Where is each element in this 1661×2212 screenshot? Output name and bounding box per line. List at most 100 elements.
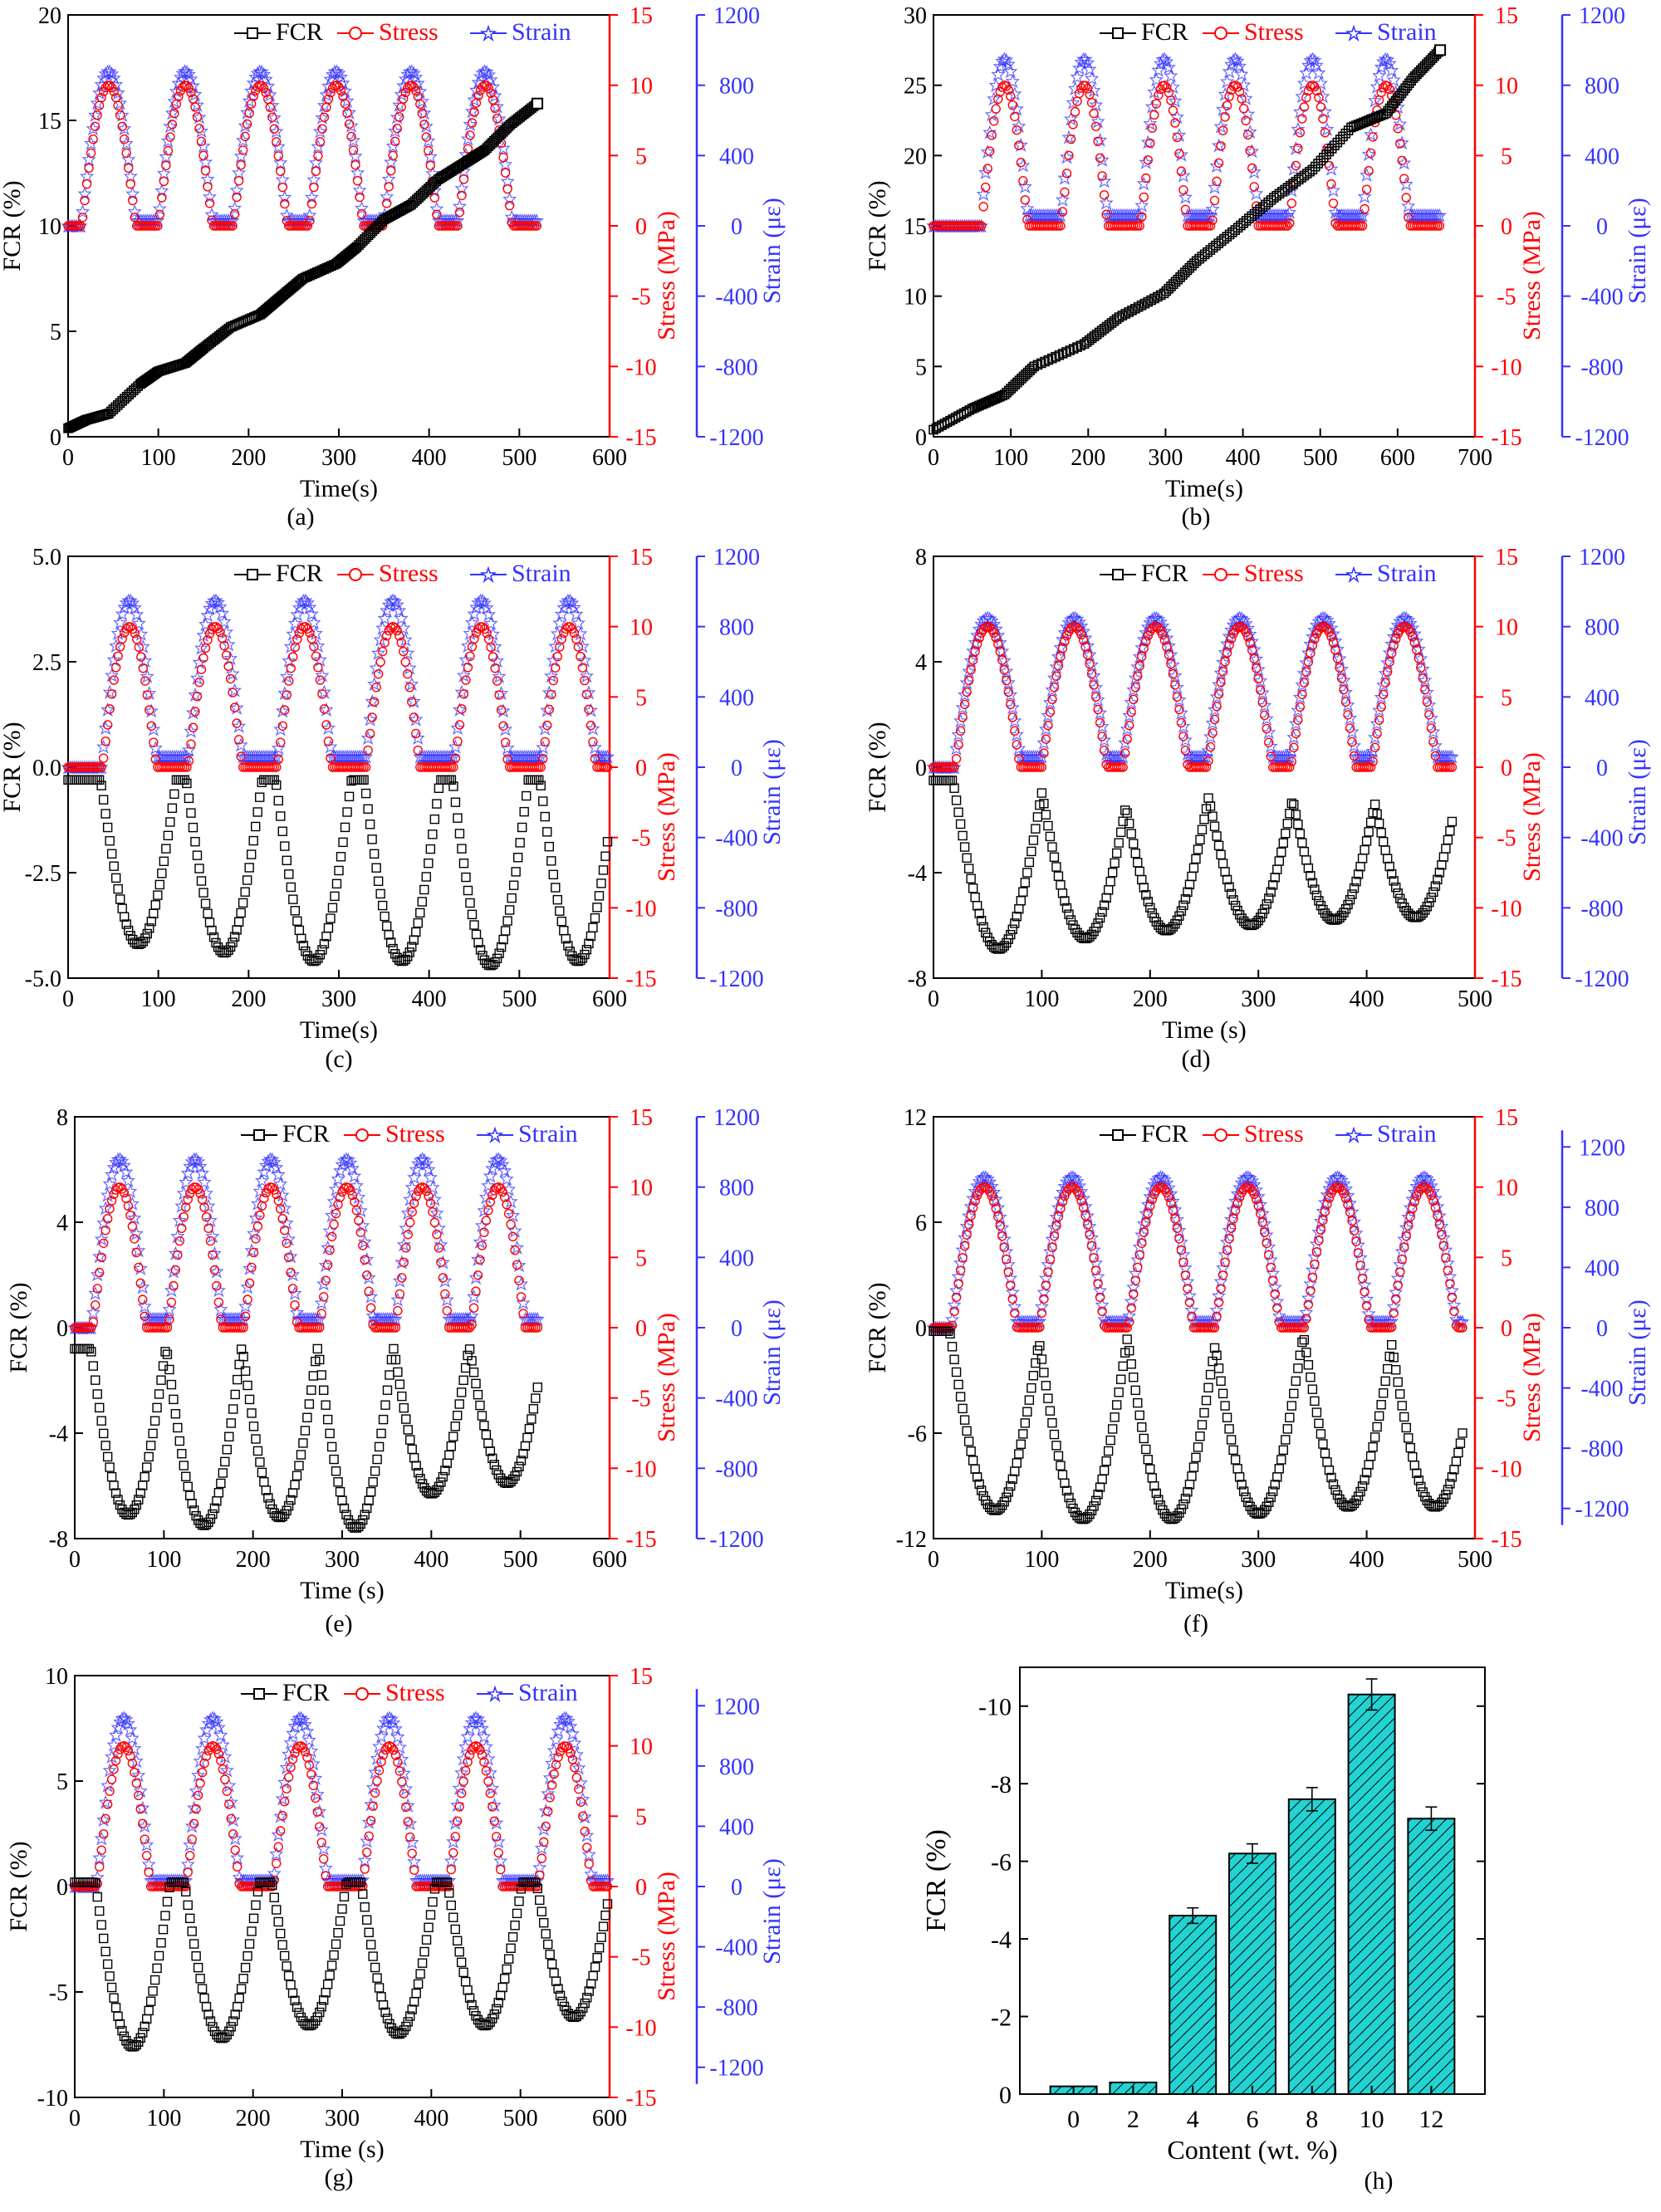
fcr-point — [1133, 301, 1144, 312]
strain-point — [1164, 68, 1178, 83]
series-strain — [926, 1169, 1470, 1335]
strain-axis-title: Strain (με) — [1624, 739, 1651, 845]
fcr-point — [1049, 1429, 1060, 1440]
stress-point — [1060, 187, 1070, 198]
fcr-point — [974, 908, 984, 918]
stress-axis-title: Stress (MPa) — [653, 1313, 680, 1442]
stress-point — [394, 1289, 405, 1299]
x-tick-label: 500 — [1303, 445, 1338, 471]
strain-point — [1155, 52, 1170, 67]
fcr-point — [1203, 1382, 1213, 1392]
strain-point — [1205, 202, 1220, 217]
legend-label-strain: Strain — [518, 1120, 578, 1148]
stress-point — [473, 91, 483, 100]
fcr-point — [521, 790, 532, 801]
strain-point — [312, 124, 327, 139]
stress-point — [1216, 678, 1226, 688]
stress-point — [1224, 91, 1234, 101]
stress-point — [1154, 90, 1164, 100]
fcr-point — [1097, 907, 1107, 917]
stress-point — [436, 1257, 446, 1268]
stress-tick-label: -15 — [1491, 425, 1521, 451]
fcr-point — [428, 830, 438, 839]
strain-point — [995, 53, 1010, 68]
strain-tick-label: 0 — [1596, 214, 1608, 240]
fcr-point — [1357, 1481, 1368, 1491]
stress-point — [457, 190, 467, 201]
stress-point — [138, 663, 148, 673]
stress-point — [552, 652, 563, 662]
fcr-point — [319, 938, 330, 949]
y-tick-label: 15 — [904, 214, 927, 240]
strain-point — [135, 1800, 150, 1815]
strain-point — [1057, 625, 1072, 640]
fcr-point — [106, 849, 117, 859]
stress-point — [411, 728, 421, 739]
x-tick-label: 600 — [592, 2106, 627, 2131]
stress-point — [371, 683, 381, 692]
stress-point — [394, 630, 404, 641]
strain-tick-label: 0 — [731, 214, 742, 240]
legend-marker — [479, 24, 497, 42]
stress-point — [978, 202, 988, 212]
strain-point — [105, 1167, 120, 1182]
fcr-point — [951, 1367, 962, 1378]
strain-point — [228, 200, 243, 215]
fcr-point — [1354, 120, 1364, 130]
stress-axis-title: Stress (MPa) — [653, 211, 680, 340]
fcr-point — [588, 922, 598, 932]
fcr-point — [1133, 858, 1143, 868]
strain-point — [321, 1240, 336, 1255]
stress-point — [136, 652, 146, 662]
stress-point — [1166, 658, 1176, 669]
strain-point — [137, 1818, 152, 1833]
stress-point — [516, 1292, 527, 1302]
stress-point — [1447, 1292, 1458, 1303]
stress-point — [1414, 653, 1423, 663]
fcr-point — [1134, 1410, 1144, 1421]
stress-point — [94, 100, 105, 110]
fcr-point — [257, 1467, 267, 1478]
stress-point — [1180, 1270, 1191, 1280]
stress-point — [145, 705, 154, 715]
strain-point — [179, 64, 194, 79]
strain-point — [127, 204, 142, 219]
stress-point — [276, 166, 286, 176]
fcr-point — [477, 1411, 488, 1421]
fcr-point — [534, 775, 544, 785]
strain-point — [180, 1166, 195, 1181]
fcr-point — [207, 925, 217, 936]
strain-point — [1234, 66, 1249, 81]
stress-point — [277, 182, 287, 193]
stress-point — [98, 753, 109, 763]
strain-point — [258, 71, 273, 86]
fcr-point — [1060, 896, 1070, 906]
fcr-point — [380, 1400, 390, 1410]
stress-point — [1408, 632, 1418, 642]
stress-point — [311, 651, 321, 661]
fcr-point — [1147, 1473, 1158, 1483]
stress-point — [486, 642, 496, 653]
fcr-point — [1115, 827, 1126, 837]
fcr-point — [1130, 1385, 1140, 1396]
fcr-point — [1355, 861, 1365, 872]
stress-point — [288, 652, 298, 662]
fcr-point — [1368, 1441, 1378, 1452]
stress-point — [1070, 106, 1080, 117]
stress-point — [1297, 114, 1307, 124]
strain-point — [187, 1800, 202, 1815]
stress-point — [1310, 634, 1320, 644]
strain-point — [1368, 93, 1383, 108]
strain-point — [271, 1167, 286, 1182]
stress-tick-label: 15 — [1495, 3, 1518, 29]
stress-point — [1374, 715, 1384, 725]
strain-point — [1009, 727, 1024, 741]
fcr-point — [552, 894, 563, 905]
strain-point — [400, 645, 415, 660]
fcr-point — [1053, 871, 1064, 881]
strain-point — [207, 1245, 222, 1260]
strain-point — [169, 84, 184, 99]
strain-tick-label: -1200 — [709, 425, 763, 451]
